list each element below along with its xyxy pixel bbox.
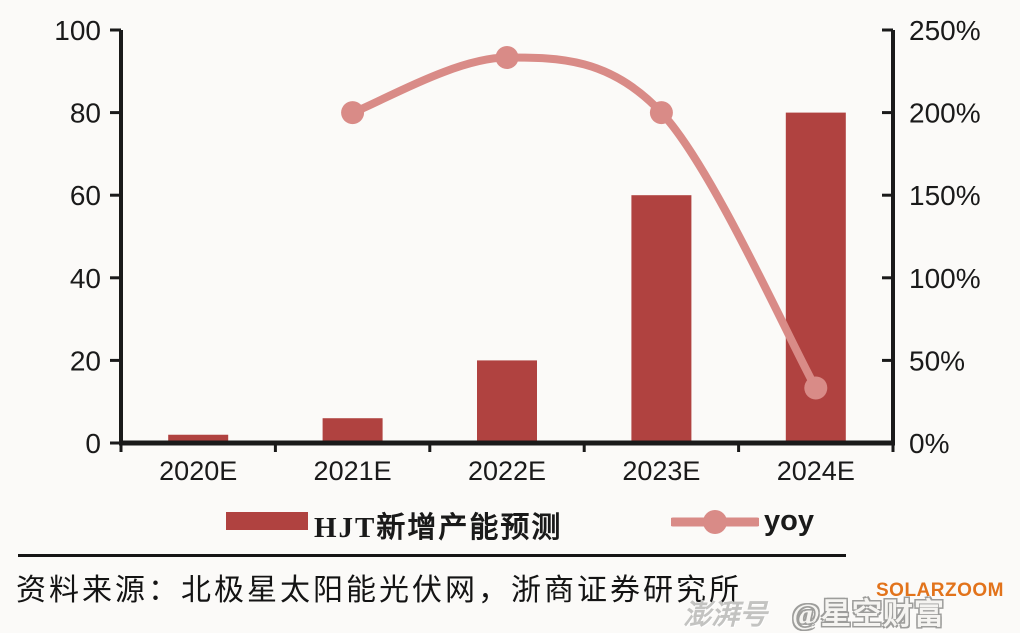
left-axis-tick-label: 80: [70, 98, 101, 129]
left-axis-tick-label: 0: [85, 428, 101, 459]
source-citation: 资料来源：北极星太阳能光伏网，浙商证券研究所: [16, 574, 742, 607]
axis-tick-labels: 100 80 60 40 20 0 250% 200% 150% 100% 50% 0% 2020E 20…: [54, 15, 980, 486]
legend: HJT新增产能预测 yoy: [0, 503, 1020, 544]
legend-line-label: yoy: [764, 505, 814, 537]
right-axis-tick-label: 150%: [909, 180, 981, 211]
axes: [110, 28, 895, 452]
yoy-marker: [341, 101, 365, 125]
x-axis-category-label: 2023E: [622, 456, 700, 486]
yoy-line-series: [341, 46, 828, 400]
right-axis-tick-label: 100%: [909, 263, 981, 294]
x-axis-category-label: 2022E: [468, 456, 546, 486]
bar-2021E: [322, 418, 383, 443]
bar-series: [168, 112, 846, 443]
right-axis-tick-label: 0%: [909, 428, 949, 459]
pengpai-watermark: 澎湃号: [681, 600, 774, 631]
legend-bar-label: HJT新增产能预测: [314, 512, 563, 544]
left-axis-tick-label: 100: [54, 15, 101, 46]
yoy-line: [348, 53, 820, 392]
left-axis-tick-label: 20: [70, 345, 101, 376]
right-axis-tick-label: 50%: [909, 345, 965, 376]
yoy-marker: [495, 46, 519, 70]
left-axis-tick-label: 60: [70, 180, 101, 211]
yoy-marker: [649, 101, 673, 125]
yoy-marker: [804, 376, 828, 400]
bar-2020E: [168, 434, 229, 443]
left-axis-tick-label: 40: [70, 263, 101, 294]
bar-2023E: [631, 195, 692, 443]
bar-2022E: [477, 360, 537, 443]
x-axis-category-label: 2021E: [314, 456, 392, 486]
x-axis-category-label: 2024E: [777, 456, 855, 486]
capacity-yoy-chart: 100 80 60 40 20 0 250% 200% 150% 100% 50% 0% 2020E 20…: [54, 15, 980, 486]
footer-divider: [18, 554, 846, 557]
x-axis-category-label: 2020E: [159, 456, 237, 486]
right-axis-tick-label: 200%: [909, 98, 981, 129]
solarzoom-watermark: SOLARZOOM: [876, 580, 1004, 601]
legend-bar-swatch: [226, 512, 308, 530]
right-axis-tick-label: 250%: [909, 15, 981, 46]
legend-line-swatch: [671, 510, 759, 534]
